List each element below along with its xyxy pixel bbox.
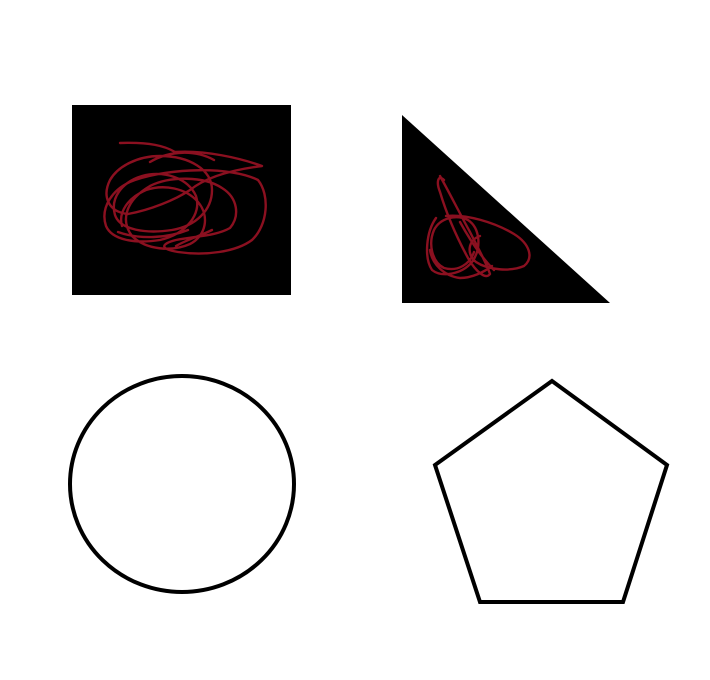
square-scribble: [103, 141, 267, 255]
filled-right-triangle[interactable]: [402, 115, 610, 303]
outlined-circle[interactable]: [68, 374, 296, 594]
outlined-pentagon[interactable]: [432, 378, 670, 604]
triangle-scribble: [425, 174, 531, 280]
filled-square[interactable]: [72, 105, 291, 295]
